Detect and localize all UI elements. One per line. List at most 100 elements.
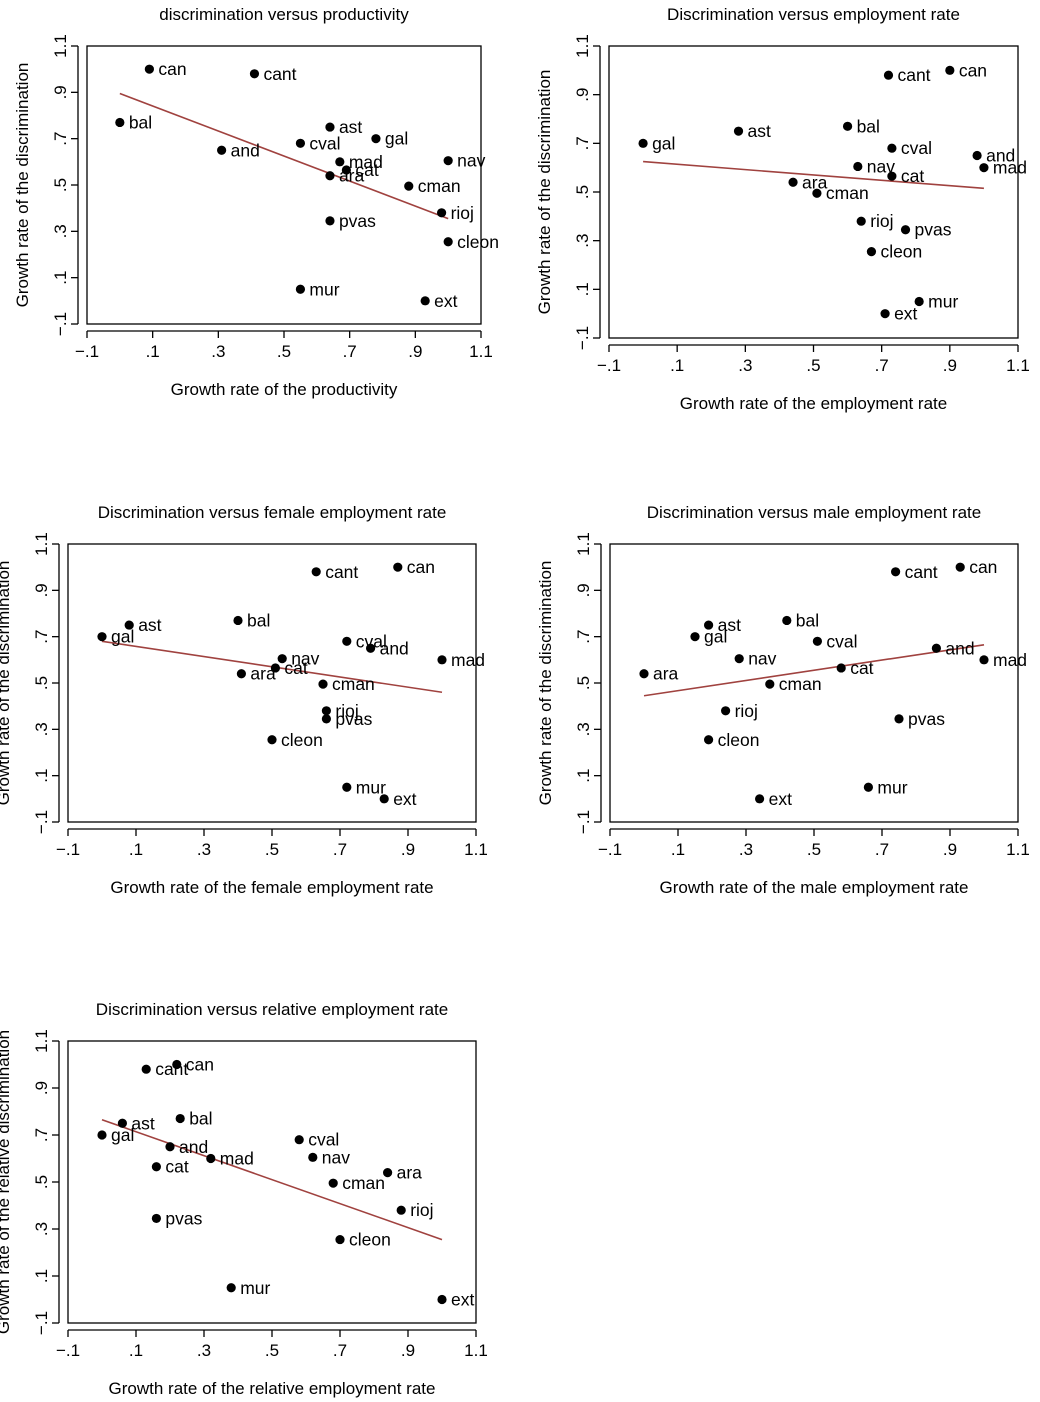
point-label-rioj: rioj — [335, 701, 358, 721]
point-label-pvas: pvas — [915, 220, 952, 240]
point-label-ara: ara — [653, 664, 679, 684]
data-point-cant — [311, 567, 321, 577]
data-point-ast — [733, 126, 744, 136]
data-point-bal — [782, 615, 792, 626]
data-point-bal — [233, 615, 243, 626]
fit-line — [643, 160, 984, 190]
data-point-gal — [97, 632, 107, 642]
point-label-nav: nav — [457, 151, 485, 171]
data-point-rioj — [437, 208, 447, 218]
data-point-nav — [443, 156, 453, 166]
x-tick-label: .7 — [343, 342, 357, 361]
data-point-nav — [853, 161, 863, 172]
x-axis-title: Growth rate of the male employment rate — [660, 878, 969, 897]
y-tick-label: .5 — [51, 178, 70, 192]
fit-line — [643, 643, 985, 697]
point-label-cat: cat — [901, 166, 924, 186]
data-point-and — [931, 643, 942, 653]
y-tick-label: .9 — [32, 1081, 51, 1095]
chart-title: Discrimination versus relative employmen… — [96, 1000, 448, 1019]
point-label-cant: cant — [325, 562, 358, 582]
point-label-pvas: pvas — [335, 709, 372, 729]
x-tick-label: .5 — [265, 1341, 279, 1360]
x-tick-label: .3 — [197, 1341, 211, 1360]
point-label-can: can — [959, 60, 987, 80]
y-tick-label: .5 — [32, 1175, 51, 1189]
data-point-cval — [812, 636, 823, 646]
x-tick-label: .5 — [807, 840, 821, 859]
point-label-mur: mur — [240, 1278, 270, 1298]
data-point-mad — [979, 163, 989, 173]
point-label-gal: gal — [652, 133, 675, 153]
x-tick-label: −.1 — [598, 840, 622, 859]
x-tick-label: .5 — [277, 342, 291, 361]
point-label-cat: cat — [165, 1157, 188, 1177]
point-label-mur: mur — [309, 279, 339, 299]
data-point-mur — [914, 296, 924, 307]
x-tick-label: −.1 — [75, 342, 99, 361]
data-point-cval — [342, 636, 352, 646]
data-point-pvas — [325, 216, 335, 226]
data-point-cat — [270, 663, 280, 673]
point-label-cat: cat — [355, 160, 378, 180]
scatter-panel-3: Discrimination versus female employment … — [0, 503, 488, 897]
fit-line — [101, 1118, 443, 1241]
y-tick-label: .7 — [32, 1128, 51, 1142]
y-tick-label: .3 — [32, 722, 51, 736]
y-tick-label: .3 — [574, 722, 593, 736]
point-label-bal: bal — [129, 112, 152, 132]
data-point-cman — [318, 679, 328, 689]
data-point-ext — [379, 794, 389, 804]
data-point-ara — [639, 669, 649, 679]
data-point-gal — [97, 1130, 107, 1140]
plot-frame — [609, 543, 1019, 823]
y-tick-label: −.1 — [32, 810, 51, 834]
point-label-rioj: rioj — [451, 203, 474, 223]
data-point-cleon — [443, 237, 453, 247]
point-label-cleon: cleon — [349, 1230, 391, 1250]
y-axis-title: Growth rate of the discrimination — [535, 70, 554, 315]
point-label-cleon: cleon — [457, 232, 499, 252]
point-label-cat: cat — [284, 658, 307, 678]
data-point-pvas — [151, 1213, 161, 1224]
chart-title: Discrimination versus employment rate — [667, 5, 960, 24]
point-label-and: and — [380, 638, 409, 658]
data-point-cat — [341, 165, 351, 175]
y-tick-label: 1.1 — [574, 532, 593, 556]
point-label-cant: cant — [905, 562, 938, 582]
data-point-can — [945, 65, 955, 75]
y-tick-label: .9 — [573, 88, 592, 102]
data-point-mur — [342, 782, 352, 792]
data-point-mad — [335, 157, 345, 167]
x-axis-title: Growth rate of the relative employment r… — [109, 1379, 436, 1398]
y-tick-label: −.1 — [573, 326, 592, 350]
data-point-cat — [836, 663, 846, 673]
x-tick-label: .7 — [333, 1341, 347, 1360]
point-label-cman: cman — [418, 176, 461, 196]
point-label-ara: ara — [397, 1163, 423, 1183]
data-point-mad — [979, 655, 989, 665]
point-label-cval: cval — [356, 631, 387, 651]
point-label-can: can — [158, 59, 186, 79]
x-tick-label: .9 — [943, 356, 957, 375]
y-tick-label: .1 — [51, 271, 70, 285]
point-label-gal: gal — [111, 1125, 134, 1145]
x-tick-label: .7 — [333, 840, 347, 859]
x-axis-title: Growth rate of the productivity — [171, 380, 398, 399]
data-point-nav — [308, 1152, 318, 1162]
y-tick-label: −.1 — [32, 1311, 51, 1335]
point-label-cat: cat — [850, 658, 873, 678]
data-point-ext — [437, 1294, 447, 1305]
data-point-can — [955, 562, 965, 572]
y-tick-label: .3 — [573, 234, 592, 248]
point-label-nav: nav — [867, 156, 895, 176]
data-point-gal — [690, 632, 700, 642]
point-label-nav: nav — [322, 1147, 350, 1167]
data-point-ara — [788, 177, 798, 187]
x-tick-label: −.1 — [56, 1341, 80, 1360]
chart-title: discrimination versus productivity — [159, 5, 409, 24]
point-label-mur: mur — [877, 777, 907, 797]
data-point-can — [393, 562, 403, 572]
data-point-rioj — [721, 706, 731, 716]
x-tick-label: .3 — [211, 342, 225, 361]
